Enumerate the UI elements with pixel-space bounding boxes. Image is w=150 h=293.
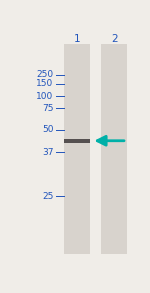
Bar xyxy=(64,139,90,143)
Bar xyxy=(101,44,127,254)
Text: 2: 2 xyxy=(111,34,117,44)
Text: 50: 50 xyxy=(42,125,54,134)
Text: 150: 150 xyxy=(36,79,54,88)
Text: 250: 250 xyxy=(36,70,54,79)
Text: 75: 75 xyxy=(42,104,54,113)
Text: 37: 37 xyxy=(42,148,54,157)
Text: 25: 25 xyxy=(42,192,54,201)
Text: 100: 100 xyxy=(36,92,54,100)
Bar xyxy=(64,44,90,254)
Text: 1: 1 xyxy=(74,34,80,44)
